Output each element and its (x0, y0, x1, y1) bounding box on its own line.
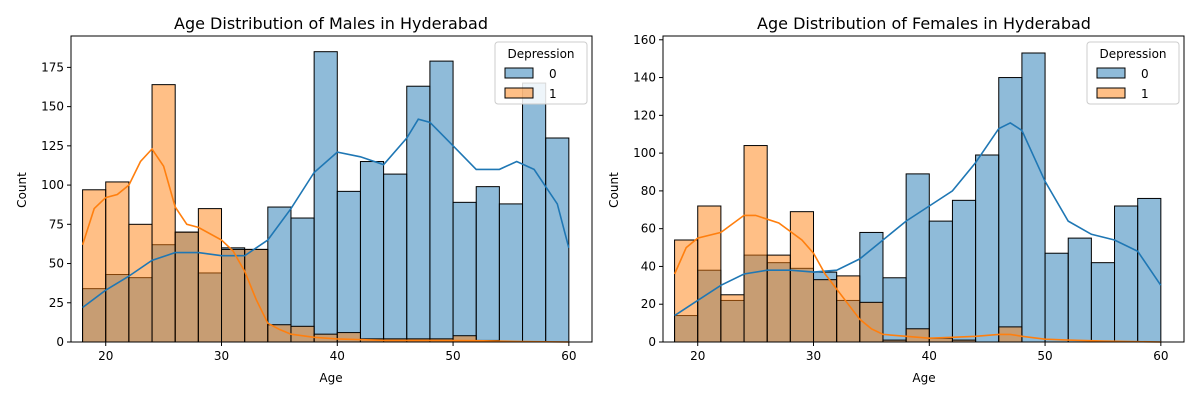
histogram-bar-depression-0 (905, 173, 930, 343)
y-tick-label: 150 (41, 100, 64, 114)
histogram-bar-depression-0 (359, 161, 385, 343)
y-axis-label: Count (607, 172, 621, 208)
legend-title: Depression (1099, 47, 1166, 61)
x-tick-label: 60 (561, 349, 576, 363)
legend-entry-label: 0 (1141, 67, 1149, 81)
histogram-bar-depression-0 (498, 203, 524, 343)
histogram-bar-depression-1 (174, 231, 199, 343)
histogram-bar-depression-0 (406, 85, 431, 343)
axes-frame (662, 35, 1185, 343)
histogram-bar-depression-0 (951, 199, 977, 343)
plot-area: 20 30 40 50 60 0 25 50 75 100 125 150 175 Depression 0… (41, 35, 593, 363)
y-tick-label: 100 (41, 178, 64, 192)
y-axis-label: Count (15, 172, 29, 208)
x-tick-label: 20 (98, 349, 113, 363)
x-tick-label: 60 (1153, 349, 1168, 363)
histogram-bar-depression-0 (928, 220, 953, 343)
legend-swatch (504, 87, 534, 99)
y-tick-label: 75 (49, 217, 64, 231)
y-tick-label: 25 (49, 296, 64, 310)
kde-line-depression-1 (81, 147, 569, 343)
x-tick-label: 40 (922, 349, 937, 363)
y-tick-label: 50 (49, 257, 64, 271)
histogram-bar-depression-1 (82, 189, 107, 343)
x-tick-label: 20 (690, 349, 705, 363)
legend-swatch (504, 67, 534, 79)
histogram-bar-depression-1 (674, 239, 699, 343)
histogram-bar-depression-0 (336, 190, 361, 343)
legend-title: Depression (507, 47, 574, 61)
chart-title: Age Distribution of Females in Hyderabad (757, 14, 1091, 33)
histogram-bar-depression-1 (836, 275, 861, 343)
x-tick-label: 30 (214, 349, 229, 363)
histogram-bar-depression-0 (1021, 52, 1046, 343)
x-axis-label: Age (912, 371, 935, 385)
y-tick-label: 100 (633, 146, 656, 160)
histogram-bar-depression-0 (1137, 197, 1162, 343)
x-tick-label: 30 (806, 349, 821, 363)
y-tick-label: 20 (641, 297, 656, 311)
x-tick-label: 50 (445, 349, 460, 363)
females-chart-panel: Age Distribution of Females in Hyderabad… (607, 14, 1185, 385)
males-chart-panel: Age Distribution of Males in Hyderabad A… (15, 14, 593, 385)
histogram-bar-depression-1 (789, 211, 815, 343)
legend-entry-label: 1 (549, 87, 557, 101)
histogram-bar-depression-1 (105, 181, 130, 343)
kde-line-depression-1 (673, 214, 1161, 343)
histogram-bar-depression-1 (766, 254, 791, 343)
histogram-bar-depression-1 (697, 205, 722, 343)
legend-swatch (1096, 87, 1126, 99)
histogram-bar-depression-0 (475, 186, 500, 343)
histogram-bar-depression-0 (1114, 205, 1139, 343)
histogram-bar-depression-1 (743, 145, 768, 343)
legend: Depression 0 1 (494, 41, 588, 105)
histogram-bar-depression-0 (998, 77, 1023, 343)
legend-entry-label: 1 (1141, 87, 1149, 101)
histogram-bar-depression-0 (545, 137, 570, 343)
y-tick-label: 160 (633, 33, 656, 47)
histogram-bar-depression-0 (975, 154, 1000, 343)
histogram-bar-depression-0 (1090, 262, 1116, 343)
y-tick-label: 140 (633, 71, 656, 85)
legend-entry-label: 0 (549, 67, 557, 81)
y-tick-label: 125 (41, 139, 64, 153)
y-tick-label: 120 (633, 108, 656, 122)
kde-line-depression-0 (82, 118, 570, 309)
plot-area: 20 30 40 50 60 0 20 40 60 80 100 120 140 160 Depressio… (633, 33, 1185, 363)
x-tick-label: 40 (330, 349, 345, 363)
y-tick-label: 60 (641, 222, 656, 236)
histogram-bar-depression-1 (720, 294, 745, 343)
axes-frame (70, 35, 593, 343)
histogram-bar-depression-1 (151, 84, 176, 343)
histogram-bar-depression-0 (452, 201, 477, 343)
histogram-bar-depression-0 (522, 82, 547, 343)
histogram-bar-depression-1 (336, 332, 361, 343)
histogram-bar-depression-1 (221, 248, 246, 343)
legend: Depression 0 1 (1086, 41, 1180, 105)
histogram-bar-depression-0 (267, 206, 292, 343)
histogram-bar-depression-1 (905, 328, 930, 343)
histogram-bar-depression-0 (313, 51, 338, 343)
x-tick-label: 50 (1037, 349, 1052, 363)
y-tick-label: 0 (56, 335, 64, 349)
histogram-bar-depression-0 (429, 60, 454, 343)
histogram-bar-depression-1 (128, 223, 153, 343)
histogram-bar-depression-0 (882, 277, 907, 343)
histogram-bar-depression-0 (290, 217, 315, 343)
histogram-bar-depression-1 (244, 248, 269, 343)
chart-title: Age Distribution of Males in Hyderabad (174, 14, 488, 33)
kde-line-depression-0 (674, 121, 1162, 317)
y-tick-label: 175 (41, 60, 64, 74)
y-tick-label: 80 (641, 184, 656, 198)
y-tick-label: 0 (648, 335, 656, 349)
x-axis-label: Age (319, 371, 342, 385)
histogram-bar-depression-1 (813, 279, 838, 343)
histogram-bar-depression-0 (1067, 237, 1092, 343)
histogram-bar-depression-0 (383, 173, 408, 343)
histogram-bar-depression-0 (1044, 252, 1069, 343)
legend-swatch (1096, 67, 1126, 79)
y-tick-label: 40 (641, 259, 656, 273)
